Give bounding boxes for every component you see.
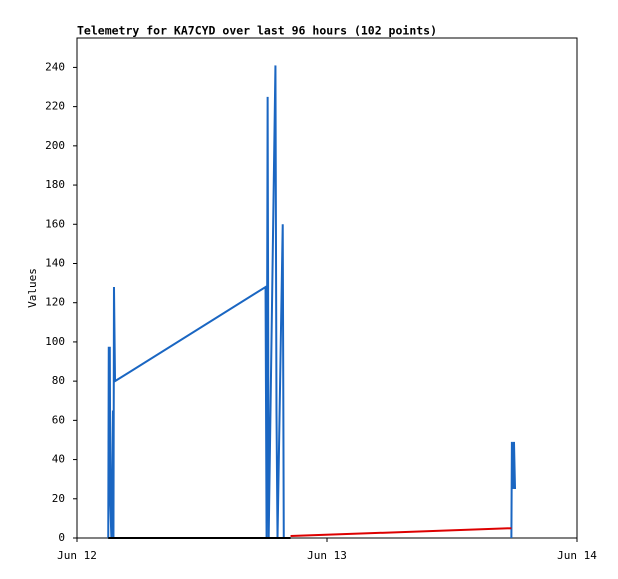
y-tick-label: 140	[45, 256, 65, 269]
y-tick-label: 240	[45, 60, 65, 73]
y-tick-label: 220	[45, 100, 65, 113]
y-tick-label: 120	[45, 296, 65, 309]
y-tick-label: 40	[52, 453, 65, 466]
plot-frame	[76, 37, 578, 539]
series-line	[290, 527, 512, 538]
x-tick-label: Jun 14	[557, 549, 597, 562]
x-tick-label: Jun 13	[307, 549, 347, 562]
y-tick-label: 0	[58, 531, 65, 544]
y-tick-label: 80	[52, 374, 65, 387]
chart-title: Telemetry for KA7CYD over last 96 hours …	[77, 24, 437, 38]
y-tick-label: 60	[52, 413, 65, 426]
y-tick-label: 200	[45, 139, 65, 152]
x-tick-label: Jun 12	[57, 549, 97, 562]
y-tick-label: 160	[45, 217, 65, 230]
y-axis-label: Values	[26, 268, 39, 308]
series-line	[107, 65, 517, 539]
y-tick-label: 100	[45, 335, 65, 348]
y-tick-label: 20	[52, 492, 65, 505]
y-tick-label: 180	[45, 178, 65, 191]
